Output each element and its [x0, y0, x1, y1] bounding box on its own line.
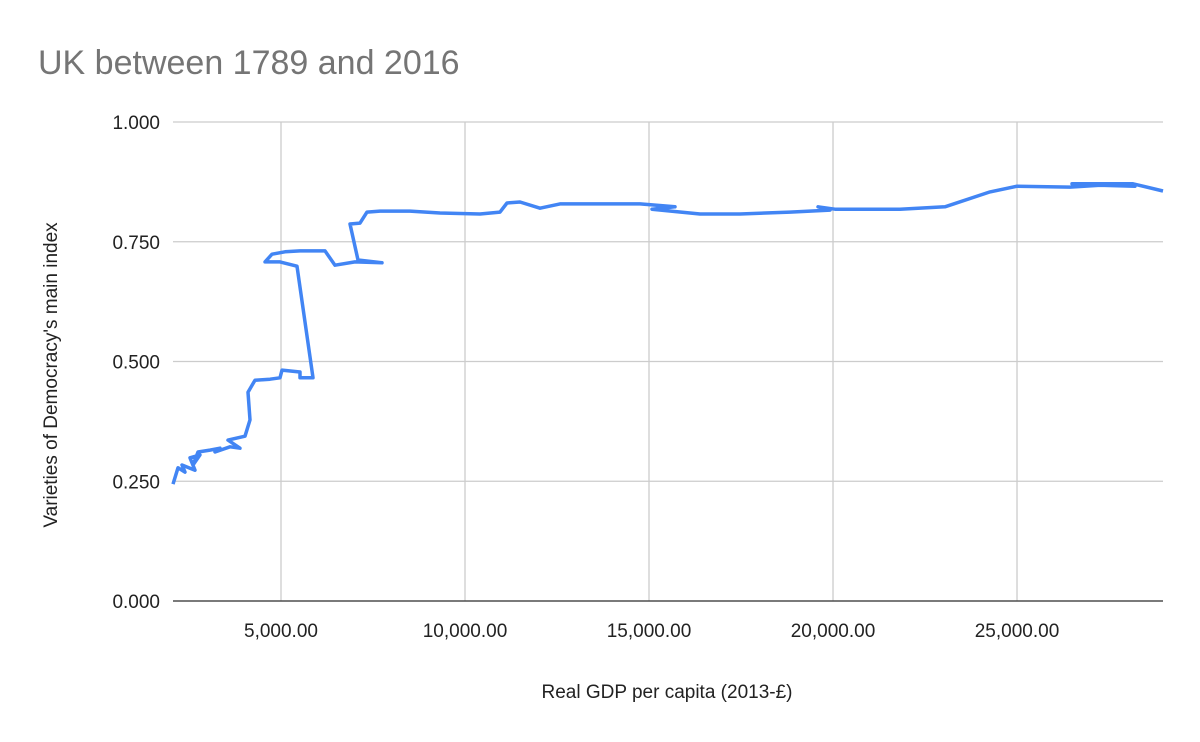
y-tick-label: 1.000	[112, 113, 160, 134]
x-tick-label: 25,000.00	[975, 621, 1060, 642]
data-line	[171, 182, 1164, 485]
chart-title: UK between 1789 and 2016	[38, 44, 460, 82]
y-tick-label: 0.750	[112, 233, 160, 254]
x-axis-title: Real GDP per capita (2013-£)	[542, 682, 793, 703]
x-tick-label: 15,000.00	[607, 621, 692, 642]
y-tick-label: 0.250	[112, 472, 160, 493]
y-axis-title: Varieties of Democracy's main index	[41, 222, 62, 528]
y-tick-label: 0.000	[112, 592, 160, 613]
x-tick-label: 10,000.00	[423, 621, 508, 642]
y-tick-label: 0.500	[112, 353, 160, 374]
x-tick-label: 5,000.00	[244, 621, 318, 642]
x-tick-label: 20,000.00	[791, 621, 876, 642]
